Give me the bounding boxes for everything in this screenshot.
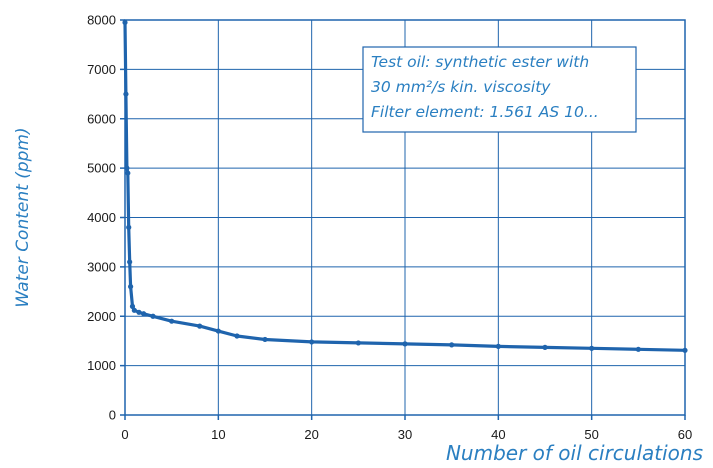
x-tick-label: 40 — [491, 427, 505, 442]
data-point — [128, 284, 134, 290]
annotation-line-3: Filter element: 1.561 AS 10... — [371, 103, 599, 121]
y-tick-label: 4000 — [87, 210, 116, 225]
annotation-line-1: Test oil: synthetic ester with — [371, 53, 589, 71]
data-point — [234, 333, 240, 339]
data-point — [309, 339, 315, 345]
data-point — [131, 307, 137, 313]
x-tick-label: 50 — [584, 427, 598, 442]
data-point — [682, 347, 688, 353]
data-point — [589, 345, 595, 351]
data-point — [123, 91, 129, 97]
series-layer — [122, 19, 688, 353]
annotation-box: Test oil: synthetic ester with 30 mm²/s … — [362, 46, 637, 133]
data-point — [495, 343, 501, 349]
data-point — [449, 342, 455, 348]
data-point — [215, 328, 221, 334]
x-tick-label: 30 — [398, 427, 412, 442]
data-point — [129, 303, 136, 309]
y-axis-ticks: 0 1000 2000 3000 4000 5000 6000 7000 8000 — [87, 13, 125, 423]
y-tick-label: 1000 — [87, 358, 116, 373]
data-point — [141, 311, 147, 317]
y-tick-label: 3000 — [87, 259, 116, 274]
y-axis-label: Water Content (ppm) — [13, 127, 33, 307]
data-point — [635, 346, 641, 352]
x-tick-label: 20 — [304, 427, 318, 442]
annotation-frame — [362, 46, 637, 133]
data-point — [124, 165, 130, 171]
y-tick-label: 8000 — [87, 13, 116, 28]
data-point — [402, 341, 408, 347]
data-point — [355, 340, 361, 346]
y-tick-label: 2000 — [87, 309, 116, 324]
x-axis-ticks: 0 10 20 30 40 50 60 — [121, 415, 692, 442]
y-tick-label: 7000 — [87, 62, 116, 77]
y-tick-label: 6000 — [87, 111, 116, 126]
x-tick-label: 60 — [678, 427, 692, 442]
y-tick-label: 0 — [109, 408, 116, 423]
data-point — [150, 313, 156, 319]
data-point — [169, 318, 175, 324]
x-axis-label: Number of oil circulations — [446, 441, 703, 465]
data-point — [127, 259, 133, 265]
data-point — [122, 19, 128, 26]
data-point — [125, 170, 131, 176]
y-tick-label: 5000 — [87, 161, 116, 176]
data-point — [126, 224, 132, 230]
annotation-line-2: 30 mm²/s kin. viscosity — [371, 78, 551, 96]
data-point — [262, 336, 268, 343]
series-line — [123, 20, 687, 352]
data-point — [136, 309, 142, 315]
data-point — [197, 323, 203, 329]
data-point — [542, 344, 548, 350]
x-tick-label: 0 — [121, 427, 128, 442]
x-tick-label: 10 — [211, 427, 225, 442]
